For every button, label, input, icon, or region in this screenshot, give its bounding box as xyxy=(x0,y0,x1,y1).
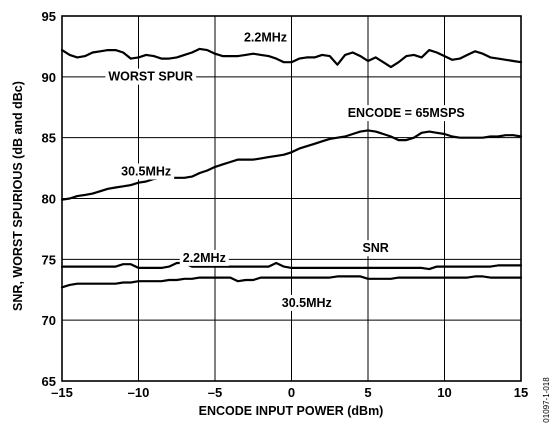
series-line xyxy=(60,129,523,201)
annotation-background xyxy=(240,29,291,46)
y-tick-label: 90 xyxy=(42,70,56,85)
grid xyxy=(62,16,521,381)
x-tick-label: –15 xyxy=(51,385,73,400)
annotation-background xyxy=(278,294,335,311)
y-tick-label: 70 xyxy=(42,313,56,328)
annotation-label: ENCODE = 65MSPS xyxy=(348,106,465,120)
annotation-label: SNR xyxy=(362,241,388,255)
x-tick-label: 0 xyxy=(288,385,295,400)
series-line xyxy=(60,261,523,271)
annotations: 2.2MHz WORST SPUR ENCODE = 65MSPS 30.5MHz SN… xyxy=(105,29,468,311)
y-tick-label: 95 xyxy=(42,9,56,24)
series-line xyxy=(60,47,523,69)
annotation-label: 30.5MHz xyxy=(121,165,171,179)
annotation-background xyxy=(179,249,229,266)
x-tick-label: –5 xyxy=(208,385,222,400)
tick-labels: –15 –10 –5 0 5 10 15 65 70 75 80 85 90 95 xyxy=(42,9,529,400)
x-axis-title: ENCODE INPUT POWER (dBm) xyxy=(199,404,384,418)
x-tick-label: –10 xyxy=(128,385,150,400)
annotation-background xyxy=(105,68,197,85)
annotation-label: 2.2MHz xyxy=(244,31,287,45)
annotation-background xyxy=(344,105,468,122)
annotation-background xyxy=(359,240,392,257)
series-line xyxy=(60,275,523,289)
annotation-label: 30.5MHz xyxy=(282,296,332,310)
plot-frame xyxy=(61,15,522,382)
figure-id: 01097-1-018 xyxy=(542,377,551,423)
y-tick-label: 80 xyxy=(42,192,56,207)
annotation-label: 2.2MHz xyxy=(183,251,226,265)
y-tick-label: 85 xyxy=(42,131,56,146)
x-tick-label: 10 xyxy=(437,385,451,400)
annotation-label: WORST SPUR xyxy=(108,70,193,84)
annotation-background xyxy=(118,163,175,180)
y-tick-label: 75 xyxy=(42,252,56,267)
x-tick-label: 5 xyxy=(364,385,371,400)
y-tick-label: 65 xyxy=(42,374,56,389)
series-lines xyxy=(60,47,523,289)
y-axis-title: SNR, WORST SPURIOUS (dB and dBc) xyxy=(11,81,25,311)
x-tick-label: 15 xyxy=(514,385,528,400)
